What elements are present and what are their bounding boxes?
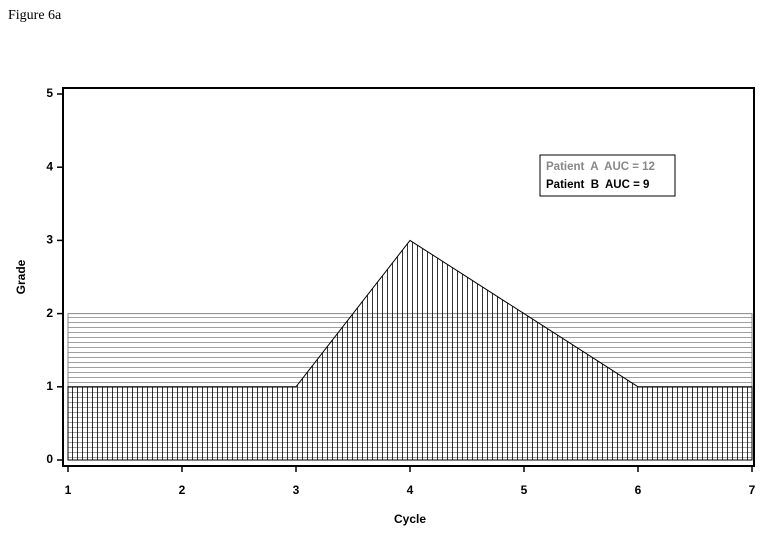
y-tick-label: 3 — [46, 233, 53, 247]
x-tick-label: 6 — [635, 483, 642, 497]
x-tick-label: 7 — [749, 483, 756, 497]
x-tick-label: 1 — [65, 483, 72, 497]
x-tick-label: 2 — [179, 483, 186, 497]
plot-area: 0 1 2 3 4 5 1 2 3 4 5 6 7 Patient A AUC = 12 Patient B… — [46, 86, 755, 497]
y-tick-label: 2 — [46, 306, 53, 320]
y-tick-label: 0 — [46, 452, 53, 466]
legend-entry: Patient B AUC = 9 — [546, 179, 649, 191]
y-tick-label: 5 — [46, 86, 53, 100]
area — [67, 239, 753, 461]
plot-frame — [62, 87, 755, 467]
chart-title: Figure 6a — [8, 8, 62, 23]
y-tick-label: 4 — [46, 159, 53, 173]
x-tick-label: 5 — [521, 483, 528, 497]
legend-entry: Patient A AUC = 12 — [546, 161, 655, 173]
x-tick-label: 4 — [407, 483, 414, 497]
x-tick-label: 3 — [293, 483, 300, 497]
y-tick-label: 1 — [46, 379, 53, 393]
x-axis-label: Cycle — [394, 512, 426, 526]
y-axis-label: Grade — [14, 259, 28, 294]
legend-box — [539, 154, 676, 197]
